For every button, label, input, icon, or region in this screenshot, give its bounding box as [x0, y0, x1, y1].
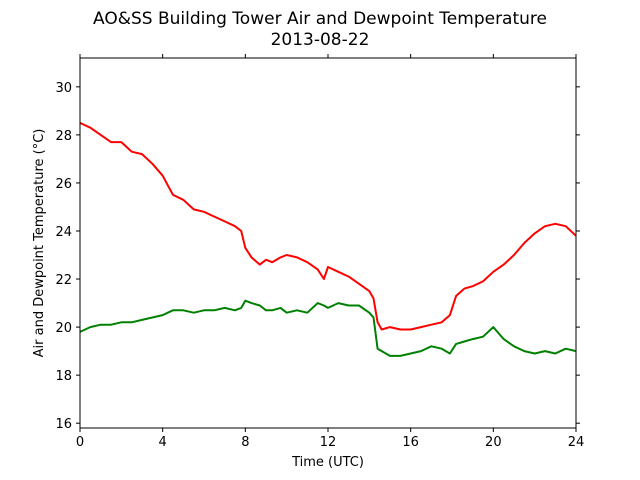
y-tick-label: 26 [55, 177, 72, 192]
x-tick-label: 16 [402, 435, 419, 450]
ticks-layer: 0 4 8 12 16 20 24 16 18 20 22 24 26 28 30 [55, 54, 584, 450]
y-tick-label: 16 [55, 417, 72, 432]
x-tick-label: 0 [76, 435, 84, 450]
y-tick-label: 22 [55, 273, 72, 288]
y-tick-label: 24 [55, 225, 72, 240]
chart-subtitle: 2013-08-22 [271, 30, 370, 50]
x-tick-label: 4 [159, 435, 167, 450]
plot-frame [79, 57, 577, 429]
x-tick-label: 8 [241, 435, 249, 450]
x-axis-label: Time (UTC) [291, 455, 364, 470]
x-tick-label: 24 [568, 435, 585, 450]
x-tick-label: 12 [320, 435, 337, 450]
series-line-1 [79, 299, 577, 357]
chart-title: AO&SS Building Tower Air and Dewpoint Te… [93, 9, 547, 29]
y-tick-label: 20 [55, 321, 72, 336]
y-tick-label: 30 [55, 81, 72, 96]
y-tick-label: 28 [55, 129, 72, 144]
series-layer [79, 121, 577, 357]
y-tick-label: 18 [55, 369, 72, 384]
x-tick-label: 20 [485, 435, 502, 450]
series-line-0 [79, 121, 577, 331]
y-axis-label: Air and Dewpoint Temperature (°C) [32, 129, 47, 358]
